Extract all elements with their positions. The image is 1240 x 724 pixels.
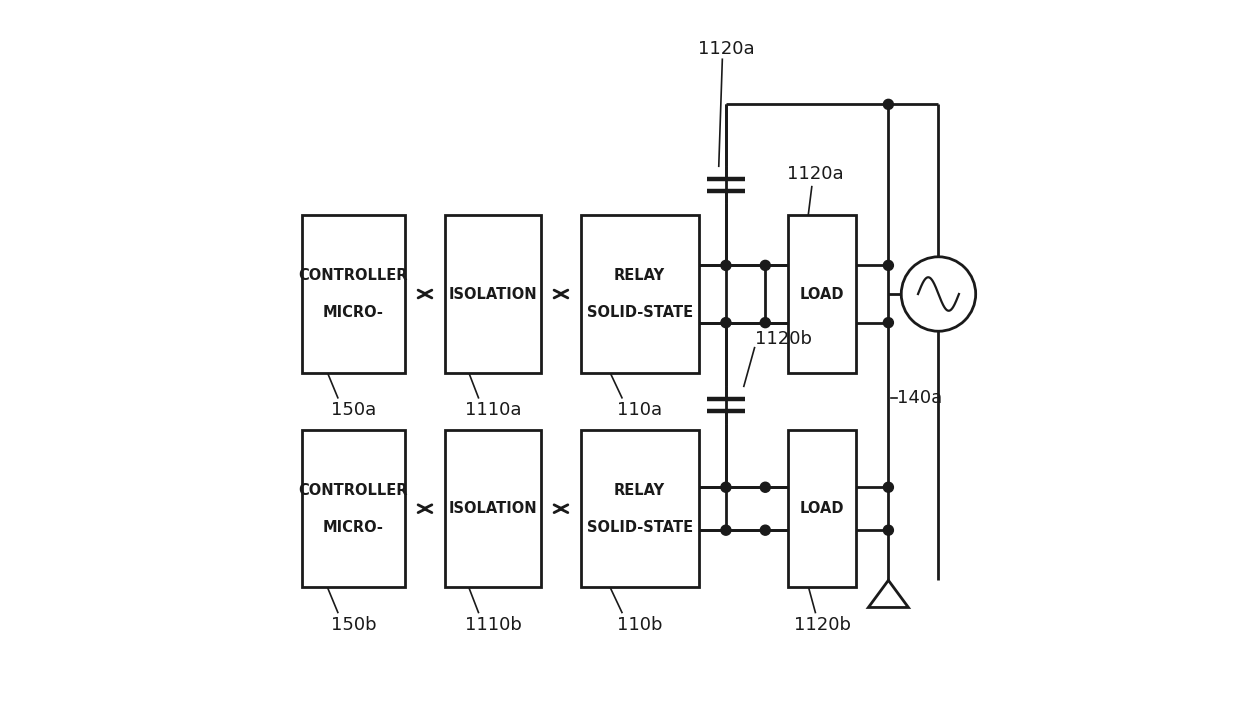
Circle shape bbox=[760, 482, 770, 492]
Text: MICRO-: MICRO- bbox=[322, 520, 384, 535]
Text: 140a: 140a bbox=[897, 389, 942, 407]
Text: 150b: 150b bbox=[331, 616, 376, 634]
Text: 150a: 150a bbox=[331, 401, 376, 419]
Text: ISOLATION: ISOLATION bbox=[449, 287, 537, 301]
Text: RELAY: RELAY bbox=[614, 268, 665, 283]
Circle shape bbox=[760, 525, 770, 535]
Circle shape bbox=[720, 261, 730, 270]
Text: 110a: 110a bbox=[618, 401, 662, 419]
Text: 1120b: 1120b bbox=[794, 616, 851, 634]
Circle shape bbox=[720, 525, 730, 535]
Text: CONTROLLER: CONTROLLER bbox=[299, 268, 408, 283]
Polygon shape bbox=[868, 580, 909, 607]
Circle shape bbox=[883, 99, 893, 109]
Bar bbox=[789, 215, 856, 373]
Circle shape bbox=[760, 318, 770, 328]
Text: RELAY: RELAY bbox=[614, 483, 665, 497]
Text: ISOLATION: ISOLATION bbox=[449, 501, 537, 516]
Circle shape bbox=[883, 318, 893, 328]
Text: SOLID-STATE: SOLID-STATE bbox=[587, 305, 693, 320]
Circle shape bbox=[883, 525, 893, 535]
Bar bbox=[301, 215, 405, 373]
Text: CONTROLLER: CONTROLLER bbox=[299, 483, 408, 497]
Circle shape bbox=[720, 482, 730, 492]
Circle shape bbox=[901, 257, 976, 331]
Circle shape bbox=[883, 482, 893, 492]
Text: 1120a: 1120a bbox=[698, 40, 754, 58]
Circle shape bbox=[760, 261, 770, 270]
Text: SOLID-STATE: SOLID-STATE bbox=[587, 520, 693, 535]
Text: LOAD: LOAD bbox=[800, 501, 844, 516]
Text: 110b: 110b bbox=[618, 616, 662, 634]
Text: MICRO-: MICRO- bbox=[322, 305, 384, 320]
Text: 1120b: 1120b bbox=[755, 329, 811, 348]
Bar bbox=[580, 215, 698, 373]
Text: 1110a: 1110a bbox=[465, 401, 521, 419]
Text: 1110b: 1110b bbox=[465, 616, 521, 634]
Circle shape bbox=[883, 261, 893, 270]
Bar bbox=[789, 430, 856, 587]
Bar bbox=[580, 430, 698, 587]
Circle shape bbox=[720, 318, 730, 328]
Bar bbox=[301, 430, 405, 587]
Bar bbox=[445, 430, 542, 587]
Bar bbox=[445, 215, 542, 373]
Text: 1120a: 1120a bbox=[787, 165, 843, 183]
Text: LOAD: LOAD bbox=[800, 287, 844, 301]
